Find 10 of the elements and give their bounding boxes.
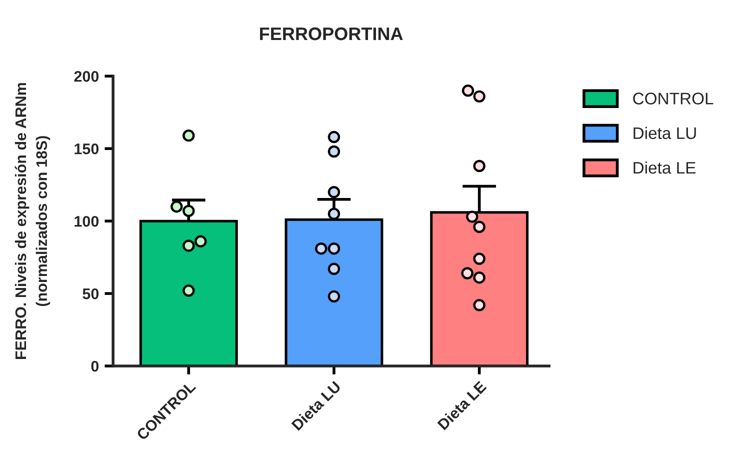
y-tick-label: 100 <box>74 216 99 227</box>
y-tick-label: 50 <box>82 288 99 300</box>
y-tick-label: 200 <box>74 71 99 82</box>
legend-label: Dieta LU <box>634 126 696 140</box>
legend-label: CONTROL <box>633 92 714 104</box>
legend-label: Dieta LE <box>634 161 696 174</box>
y-tick-label: 0 <box>91 360 99 372</box>
y-tick-label: 150 <box>74 143 99 154</box>
y-axis-title: FERRO. Niveis de expresión de ARNm (normalizados con 18S) <box>14 83 50 359</box>
chart-title: FERROPORTINA <box>260 27 403 40</box>
